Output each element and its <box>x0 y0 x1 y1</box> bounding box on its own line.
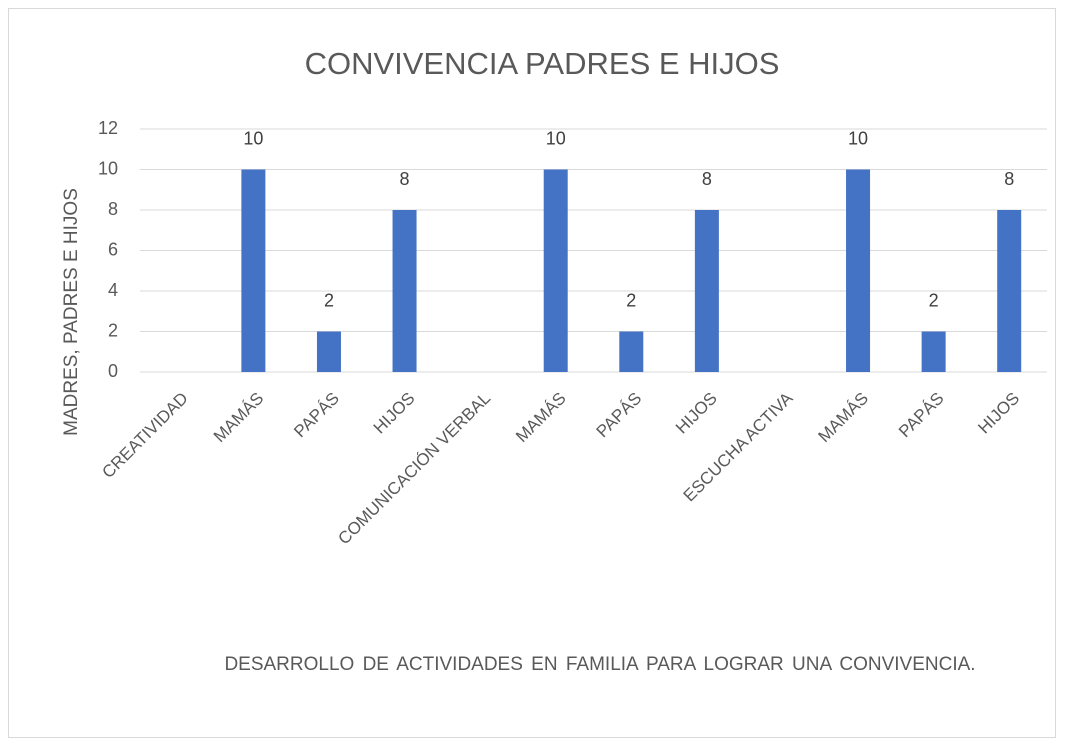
data-label: 8 <box>1004 169 1014 189</box>
data-label: 10 <box>848 128 868 148</box>
y-tick-label: 12 <box>98 118 118 138</box>
bar <box>846 169 871 372</box>
bar <box>619 331 644 372</box>
x-tick-label: HIJOS <box>672 389 721 438</box>
data-label: 2 <box>324 290 334 310</box>
bar <box>241 169 266 372</box>
x-tick-label: PAPÁS <box>593 389 646 442</box>
x-tick-label: CREATIVIDAD <box>98 389 191 482</box>
bar <box>543 169 568 372</box>
bar <box>316 331 341 372</box>
x-tick-label: PAPÁS <box>895 389 948 442</box>
x-tick-label: MAMÁS <box>210 389 268 447</box>
chart-frame <box>8 8 1056 738</box>
y-tick-label: 0 <box>108 361 118 381</box>
data-label: 2 <box>929 290 939 310</box>
y-tick-label: 6 <box>108 239 118 259</box>
bar <box>392 210 417 372</box>
x-axis-label: DESARROLLO DE ACTIVIDADES EN FAMILIA PAR… <box>224 654 976 675</box>
x-tick-label: COMUNICACIÓN VERBAL <box>334 389 494 549</box>
data-label: 2 <box>626 290 636 310</box>
y-tick-label: 8 <box>108 199 118 219</box>
data-label: 10 <box>243 128 263 148</box>
x-tick-label: PAPÁS <box>290 389 343 442</box>
x-tick-label: HIJOS <box>974 389 1023 438</box>
y-tick-label: 4 <box>108 280 118 300</box>
bar <box>997 210 1022 372</box>
x-tick-label: HIJOS <box>370 389 419 438</box>
data-label: 10 <box>546 128 566 148</box>
x-tick-label: MAMÁS <box>512 389 570 447</box>
x-tick-label: MAMÁS <box>815 389 873 447</box>
chart-title: CONVIVENCIA PADRES E HIJOS <box>305 46 780 81</box>
y-tick-label: 2 <box>108 320 118 340</box>
bar <box>694 210 719 372</box>
y-axis-label: MADRES, PADRES E HIJOS <box>61 188 82 436</box>
data-label: 8 <box>400 169 410 189</box>
y-tick-label: 10 <box>98 158 118 178</box>
data-label: 8 <box>702 169 712 189</box>
bar <box>921 331 946 372</box>
